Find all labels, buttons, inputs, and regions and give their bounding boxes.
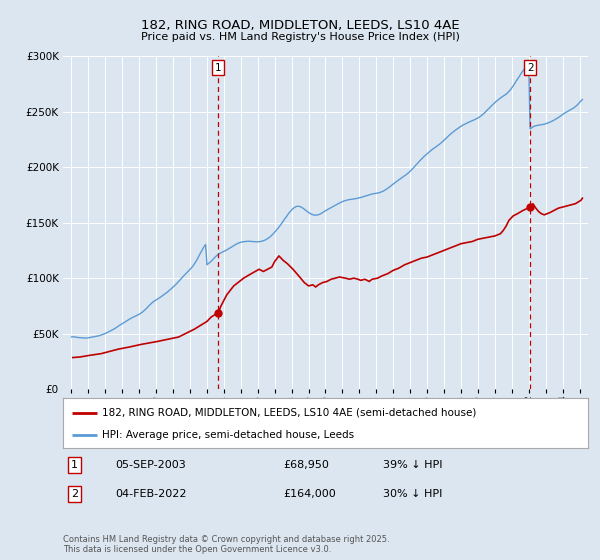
Text: 30% ↓ HPI: 30% ↓ HPI — [383, 489, 443, 499]
Text: HPI: Average price, semi-detached house, Leeds: HPI: Average price, semi-detached house,… — [103, 431, 355, 440]
Text: £164,000: £164,000 — [284, 489, 336, 499]
Text: 1: 1 — [71, 460, 78, 470]
Text: Price paid vs. HM Land Registry's House Price Index (HPI): Price paid vs. HM Land Registry's House … — [140, 32, 460, 43]
Text: 182, RING ROAD, MIDDLETON, LEEDS, LS10 4AE (semi-detached house): 182, RING ROAD, MIDDLETON, LEEDS, LS10 4… — [103, 408, 477, 418]
Text: 2: 2 — [71, 489, 78, 499]
Text: Contains HM Land Registry data © Crown copyright and database right 2025.
This d: Contains HM Land Registry data © Crown c… — [63, 535, 389, 554]
Text: 182, RING ROAD, MIDDLETON, LEEDS, LS10 4AE: 182, RING ROAD, MIDDLETON, LEEDS, LS10 4… — [140, 19, 460, 32]
Text: £68,950: £68,950 — [284, 460, 329, 470]
Text: 1: 1 — [215, 63, 221, 73]
Text: 05-SEP-2003: 05-SEP-2003 — [115, 460, 186, 470]
Text: 2: 2 — [527, 63, 533, 73]
Text: 39% ↓ HPI: 39% ↓ HPI — [383, 460, 443, 470]
Text: 04-FEB-2022: 04-FEB-2022 — [115, 489, 187, 499]
